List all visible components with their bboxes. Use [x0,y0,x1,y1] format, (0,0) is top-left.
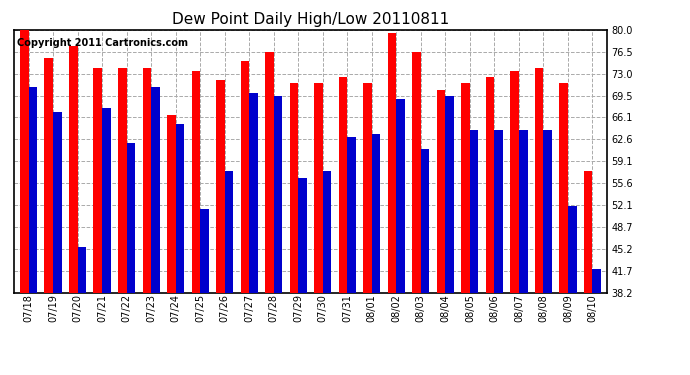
Bar [363,83,372,375]
Bar [77,247,86,375]
Bar [167,115,176,375]
Bar [192,71,200,375]
Bar [143,68,151,375]
Bar [69,46,77,375]
Bar [560,83,568,375]
Bar [290,83,298,375]
Bar [225,171,233,375]
Bar [437,90,445,375]
Bar [28,87,37,375]
Bar [102,108,110,375]
Bar [93,68,102,375]
Bar [249,93,258,375]
Bar [265,52,274,375]
Bar [339,77,347,375]
Bar [462,83,470,375]
Bar [486,77,495,375]
Bar [118,68,126,375]
Bar [372,134,380,375]
Bar [396,99,405,375]
Bar [200,209,209,375]
Bar [44,58,53,375]
Bar [421,149,429,375]
Bar [274,96,282,375]
Bar [216,80,225,375]
Bar [298,178,307,375]
Bar [314,83,323,375]
Bar [388,33,396,375]
Bar [241,62,249,375]
Bar [584,171,593,375]
Text: Copyright 2011 Cartronics.com: Copyright 2011 Cartronics.com [17,38,188,48]
Bar [544,130,552,375]
Bar [323,171,331,375]
Bar [20,30,28,375]
Bar [412,52,421,375]
Bar [593,268,601,375]
Bar [535,68,544,375]
Bar [151,87,159,375]
Bar [470,130,478,375]
Bar [495,130,503,375]
Bar [445,96,454,375]
Bar [347,137,356,375]
Bar [176,124,184,375]
Title: Dew Point Daily High/Low 20110811: Dew Point Daily High/Low 20110811 [172,12,449,27]
Bar [126,143,135,375]
Bar [519,130,528,375]
Bar [568,206,577,375]
Bar [511,71,519,375]
Bar [53,112,61,375]
